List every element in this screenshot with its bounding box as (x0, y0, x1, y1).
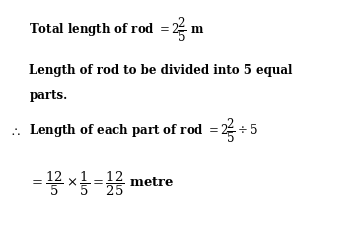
Text: $\therefore$: $\therefore$ (9, 125, 22, 138)
Text: Total length of rod $= 2\!\dfrac{2}{5}$ m: Total length of rod $= 2\!\dfrac{2}{5}$ … (29, 17, 205, 44)
Text: $= \dfrac{12}{5} \times \dfrac{1}{5} = \dfrac{12}{25}$ metre: $= \dfrac{12}{5} \times \dfrac{1}{5} = \… (29, 170, 175, 198)
Text: Length of each part of rod $= 2\!\dfrac{2}{5} \div 5$: Length of each part of rod $= 2\!\dfrac{… (29, 117, 258, 145)
Text: Length of rod to be divided into 5 equal: Length of rod to be divided into 5 equal (29, 64, 293, 77)
Text: parts.: parts. (29, 89, 68, 102)
